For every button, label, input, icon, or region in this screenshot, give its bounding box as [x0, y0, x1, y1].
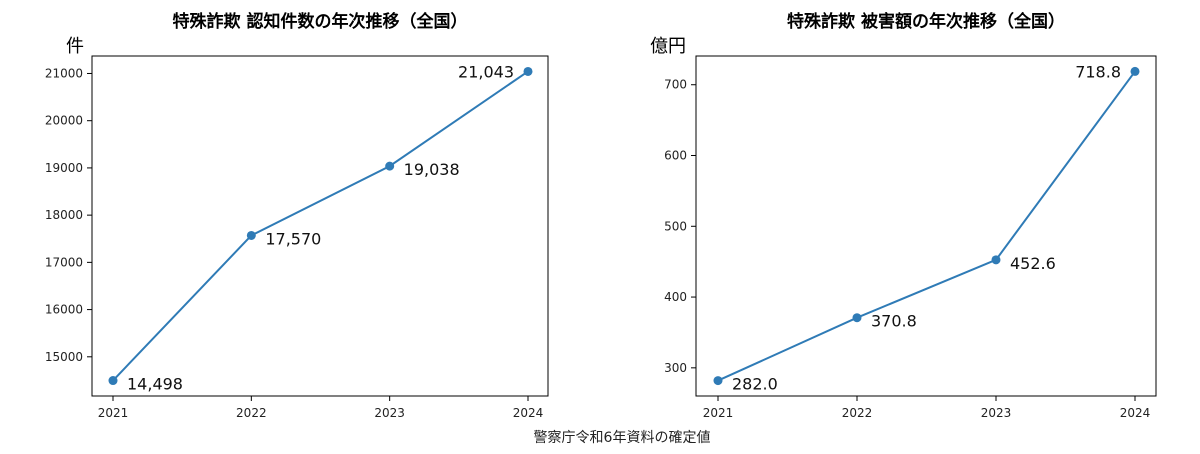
- y-tick-label: 500: [664, 219, 687, 233]
- y-tick-label: 18000: [45, 208, 83, 222]
- y-tick-label: 17000: [45, 255, 83, 269]
- x-tick-label: 2022: [842, 406, 873, 420]
- chart-recognized-cases: 特殊詐欺 認知件数の年次推移（全国） 件 15000 16000 17000 18000 1…: [45, 11, 549, 420]
- chart-title: 特殊詐欺 被害額の年次推移（全国）: [787, 11, 1065, 32]
- y-axis-unit-label: 億円: [650, 36, 686, 57]
- y-tick-label: 20000: [45, 114, 83, 128]
- series-line: [112, 70, 529, 382]
- data-point: [713, 376, 723, 386]
- y-axis-unit-label: 件: [66, 36, 84, 57]
- data-label: 21,043: [458, 62, 514, 81]
- series-line: [717, 70, 1136, 382]
- x-tick-label: 2023: [374, 406, 405, 420]
- x-tick-label: 2023: [981, 406, 1012, 420]
- data-point: [991, 255, 1001, 265]
- x-tick-label: 2024: [513, 406, 544, 420]
- data-point: [852, 313, 862, 323]
- data-point: [108, 376, 118, 386]
- plot-frame: [91, 55, 549, 397]
- plot-frame: [695, 55, 1157, 397]
- y-tick-label: 300: [664, 361, 687, 375]
- chart-title: 特殊詐欺 認知件数の年次推移（全国）: [173, 11, 468, 32]
- x-tick-label: 2021: [98, 406, 129, 420]
- data-label: 370.8: [871, 312, 917, 331]
- data-point: [1130, 66, 1140, 76]
- source-note: 警察庁令和6年資料の確定値: [534, 429, 711, 446]
- data-label: 14,498: [127, 375, 183, 394]
- y-tick-label: 21000: [45, 66, 83, 80]
- data-label: 282.0: [732, 375, 778, 394]
- chart-damage-amount: 特殊詐欺 被害額の年次推移（全国） 億円 300 400 500 600 700 2021 20…: [650, 11, 1157, 420]
- y-tick-label: 16000: [45, 303, 83, 317]
- data-label: 452.6: [1010, 254, 1056, 273]
- data-point: [246, 230, 256, 240]
- data-point: [523, 66, 533, 76]
- data-point: [385, 161, 395, 171]
- y-tick-label: 600: [664, 149, 687, 163]
- y-tick-label: 700: [664, 78, 687, 92]
- y-tick-label: 19000: [45, 161, 83, 175]
- data-label: 17,570: [265, 229, 321, 248]
- data-label: 718.8: [1075, 62, 1121, 81]
- data-label: 19,038: [404, 160, 460, 179]
- x-tick-label: 2021: [703, 406, 734, 420]
- x-tick-label: 2022: [236, 406, 267, 420]
- x-tick-label: 2024: [1120, 406, 1151, 420]
- y-tick-label: 400: [664, 290, 687, 304]
- y-tick-label: 15000: [45, 350, 83, 364]
